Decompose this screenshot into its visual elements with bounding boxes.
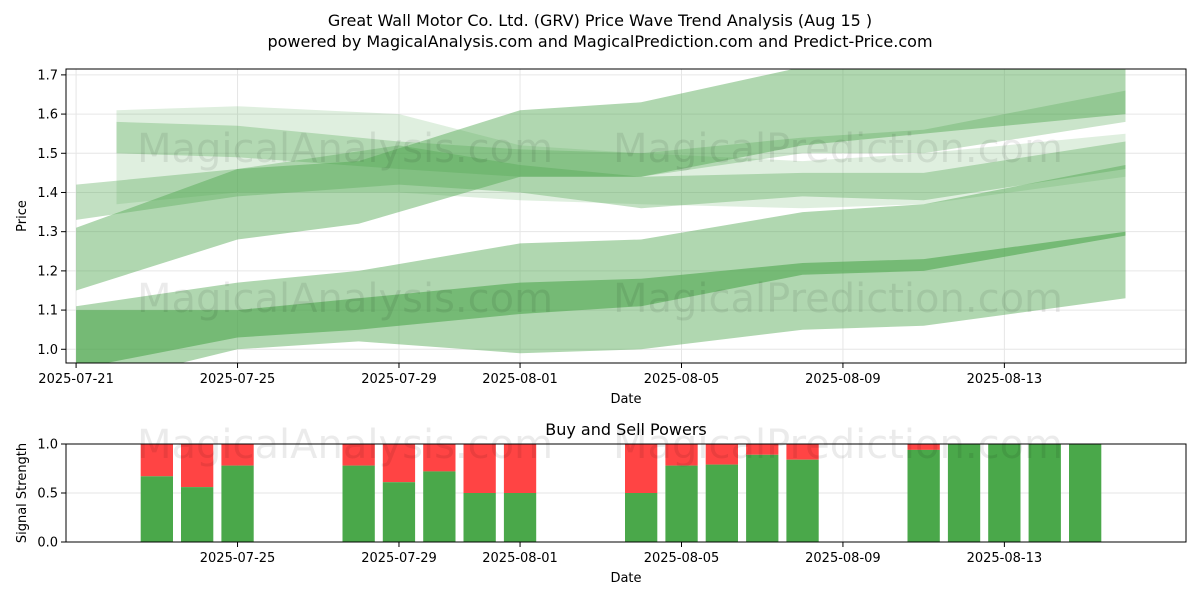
- signal-x-axis: 2025-07-25 2025-07-29 2025-08-01 2025-08-05…: [200, 542, 1042, 566]
- chart-subtitle: powered by MagicalAnalysis.com and Magic…: [267, 32, 932, 51]
- x-tick-label: 2025-08-13: [967, 372, 1043, 387]
- x-tick-label: 2025-08-13: [967, 551, 1043, 566]
- watermark-prediction: MagicalPrediction.com: [613, 126, 1063, 172]
- sell-bar: [786, 444, 819, 460]
- x-tick-label: 2025-07-29: [361, 372, 437, 387]
- x-tick-label: 2025-08-01: [482, 551, 558, 566]
- sell-bar: [746, 444, 779, 455]
- sell-bar: [382, 444, 416, 483]
- buy-bar: [988, 444, 1021, 542]
- x-tick-label: 2025-08-09: [805, 551, 881, 566]
- signal-y-axis: 0.0 0.5 1.0: [37, 438, 66, 551]
- y-tick-label: 1.7: [37, 68, 58, 83]
- signal-title: Buy and Sell Powers: [545, 420, 707, 439]
- x-tick-label: 2025-07-21: [38, 372, 114, 387]
- wave-band-wave-upper-top: [116, 90, 1126, 177]
- price-wave-bands: [76, 69, 1126, 363]
- buy-bar: [382, 482, 416, 542]
- signal-y-label: Signal Strength: [15, 443, 30, 543]
- price-y-axis: 1.0 1.1 1.2 1.3 1.4 1.5 1.6 1.7: [37, 68, 66, 358]
- sell-bar: [181, 444, 214, 488]
- watermark-analysis: MagicalAnalysis.com: [137, 126, 553, 172]
- sell-bar: [907, 444, 940, 450]
- buy-bar: [907, 449, 940, 542]
- buy-bar: [1028, 444, 1061, 542]
- y-tick-label: 0.0: [37, 536, 58, 551]
- wave-band-wave-lower-core: [76, 231, 1126, 363]
- sell-bar: [625, 444, 658, 493]
- price-watermarks: MagicalAnalysis.com MagicalPrediction.co…: [137, 126, 1063, 322]
- signal-x-label: Date: [610, 571, 641, 586]
- buy-bar: [786, 459, 819, 542]
- y-tick-label: 1.3: [37, 225, 58, 240]
- x-tick-label: 2025-08-05: [644, 551, 720, 566]
- buy-bar: [221, 465, 254, 542]
- watermark-prediction: MagicalPrediction.com: [613, 276, 1063, 322]
- watermark-prediction: MagicalPrediction.com: [613, 422, 1063, 468]
- buy-bar: [423, 471, 456, 542]
- sell-bar: [221, 444, 254, 466]
- buy-bar: [342, 465, 375, 542]
- x-tick-label: 2025-07-25: [200, 372, 276, 387]
- x-tick-label: 2025-07-29: [361, 551, 437, 566]
- buy-bar: [746, 454, 779, 542]
- x-tick-label: 2025-07-25: [200, 551, 276, 566]
- sell-bar: [423, 444, 456, 472]
- signal-panel: Buy and Sell Powers MagicalAnalysis.com …: [15, 420, 1187, 586]
- wave-band-wave-upper-mid: [76, 141, 1126, 220]
- sell-bar: [665, 444, 698, 466]
- price-plot-frame: [65, 68, 1187, 364]
- price-x-label: Date: [610, 392, 641, 407]
- y-tick-label: 0.5: [37, 487, 58, 502]
- y-tick-label: 1.0: [37, 438, 58, 453]
- buy-bar: [705, 464, 738, 542]
- chart-title: Great Wall Motor Co. Ltd. (GRV) Price Wa…: [328, 11, 872, 30]
- x-tick-label: 2025-08-09: [805, 372, 881, 387]
- signal-bars: [140, 444, 1102, 542]
- y-tick-label: 1.5: [37, 147, 58, 162]
- buy-bar: [947, 444, 981, 542]
- sell-bar: [342, 444, 375, 466]
- buy-bar: [140, 476, 173, 542]
- price-panel: MagicalAnalysis.com MagicalPrediction.co…: [15, 68, 1187, 407]
- watermark-analysis: MagicalAnalysis.com: [137, 276, 553, 322]
- watermark-analysis: MagicalAnalysis.com: [137, 422, 553, 468]
- buy-bar: [665, 465, 698, 542]
- y-tick-label: 1.6: [37, 108, 58, 123]
- sell-bar: [140, 444, 173, 477]
- y-tick-label: 1.2: [37, 264, 58, 279]
- y-tick-label: 1.4: [37, 186, 58, 201]
- buy-bar: [503, 493, 537, 542]
- wave-band-wave-upper-wide: [76, 69, 1126, 291]
- sell-bar: [503, 444, 537, 493]
- sell-bar: [463, 444, 496, 493]
- price-x-axis: 2025-07-21 2025-07-25 2025-07-29 2025-08-01…: [38, 363, 1042, 387]
- signal-watermarks: MagicalAnalysis.com MagicalPrediction.co…: [137, 422, 1063, 468]
- x-tick-label: 2025-08-05: [644, 372, 720, 387]
- buy-bar: [625, 493, 658, 542]
- x-tick-label: 2025-08-01: [482, 372, 558, 387]
- wave-band-wave-upper-faint: [116, 106, 1126, 209]
- y-tick-label: 1.0: [37, 343, 58, 358]
- price-y-label: Price: [15, 200, 30, 232]
- buy-bar: [463, 493, 496, 542]
- sell-bar: [705, 444, 738, 465]
- buy-bar: [181, 487, 214, 542]
- buy-bar: [1069, 444, 1102, 542]
- y-tick-label: 1.1: [37, 304, 58, 319]
